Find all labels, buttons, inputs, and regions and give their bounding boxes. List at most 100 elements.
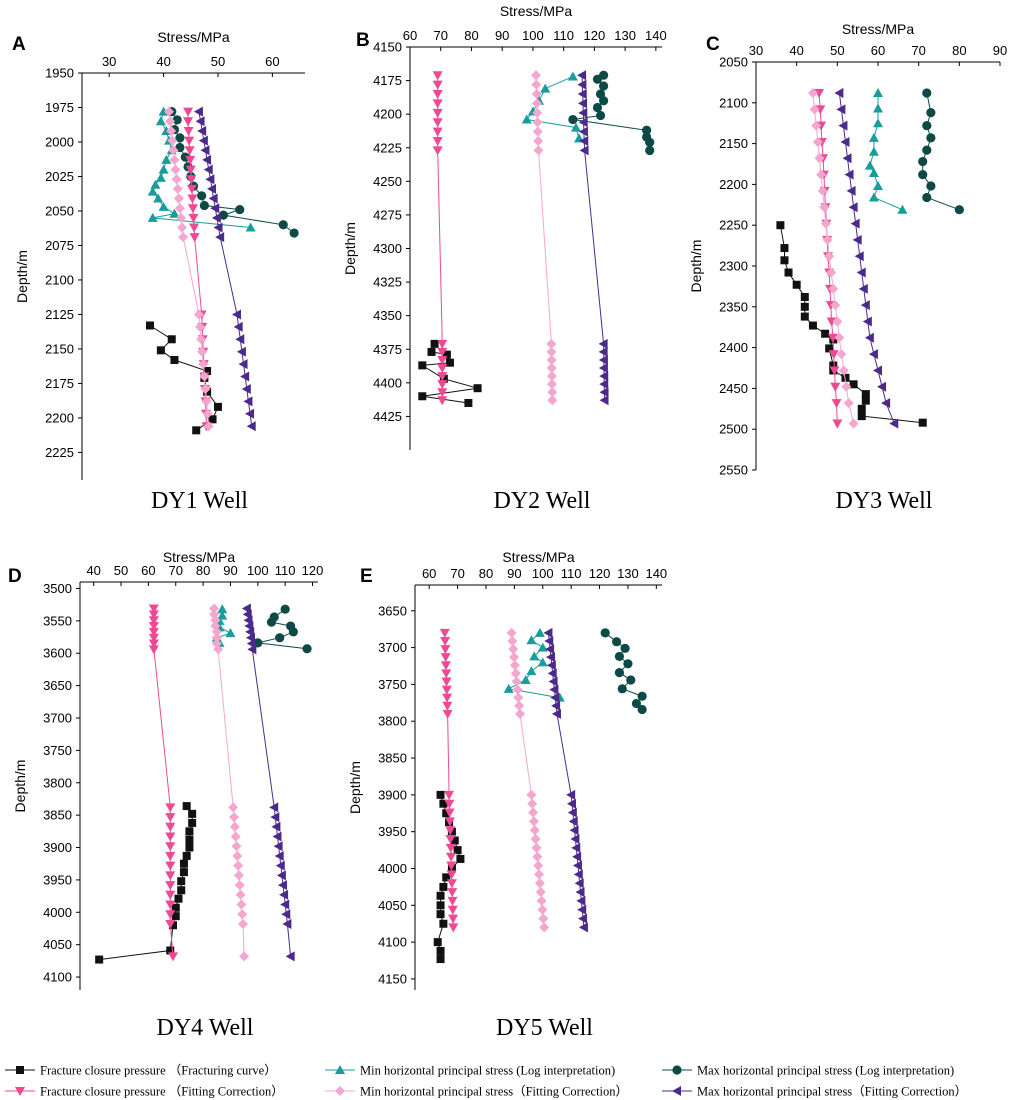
data-point [245, 222, 256, 232]
data-point [218, 210, 229, 220]
data-point [161, 154, 172, 164]
data-point [213, 222, 223, 233]
data-point [537, 642, 548, 652]
data-point [178, 232, 189, 243]
data-point [537, 657, 548, 667]
data-point [236, 899, 247, 910]
data-point [838, 120, 848, 131]
data-point [211, 632, 222, 643]
data-point [237, 909, 248, 920]
data-point [824, 251, 835, 262]
data-point [182, 802, 191, 811]
series-fcp_fit [148, 604, 179, 962]
y-tick-label: 2050 [45, 203, 74, 218]
data-point [926, 107, 936, 118]
data-point [551, 708, 561, 719]
x-tick-label: 80 [952, 43, 966, 58]
data-point [464, 398, 473, 407]
y-tick-label: 4000 [43, 905, 72, 920]
data-point [199, 200, 209, 211]
data-point [567, 71, 578, 81]
data-point [868, 349, 878, 360]
x-tick-label: 60 [422, 566, 436, 581]
data-point [280, 899, 290, 910]
y-tick-label: 2100 [45, 272, 74, 287]
data-point [856, 267, 866, 278]
data-point [816, 169, 827, 180]
data-point [576, 895, 586, 906]
x-tick-label: 130 [614, 28, 636, 43]
data-point [614, 668, 625, 678]
data-point [441, 669, 452, 679]
data-point [246, 421, 256, 432]
x-tick-label: 70 [433, 28, 447, 43]
data-point [185, 165, 196, 175]
data-point [165, 842, 176, 852]
data-point [836, 104, 846, 115]
well-title: DY5 Well [496, 1015, 593, 1041]
data-point [511, 676, 522, 687]
y-tick-label: 2400 [719, 340, 748, 355]
data-point [546, 371, 557, 382]
data-point [433, 938, 442, 947]
data-point [645, 145, 655, 156]
data-point [800, 302, 809, 311]
data-point [148, 604, 159, 614]
data-point [507, 635, 518, 646]
data-point [247, 644, 257, 655]
data-point [148, 622, 159, 632]
data-point [169, 921, 178, 930]
y-tick-label: 3600 [43, 646, 72, 661]
data-point [203, 421, 214, 432]
data-point [926, 181, 936, 191]
data-point [453, 846, 462, 855]
series-fcp_curve [433, 790, 465, 964]
data-point [642, 125, 652, 135]
data-point [156, 346, 165, 355]
series-shmax_fit [543, 627, 588, 933]
data-point [197, 125, 207, 136]
x-tick-label: 120 [302, 563, 324, 578]
y-tick-label: 3800 [43, 775, 72, 790]
data-point [187, 194, 198, 204]
y-tick-label: 3800 [378, 714, 407, 729]
data-point [534, 869, 545, 880]
data-point [269, 802, 279, 813]
series-fcp_curve [418, 339, 482, 407]
data-point [232, 850, 243, 861]
x-tick-label: 80 [464, 28, 478, 43]
data-point [195, 321, 206, 332]
y-tick-label: 2175 [45, 376, 74, 391]
data-point [170, 164, 181, 175]
data-point [164, 106, 175, 117]
legend-label: Max horizontal principal stress（Fitting … [697, 1085, 967, 1099]
y-tick-label: 4300 [373, 241, 402, 256]
x-tick-label: 70 [169, 563, 183, 578]
y-tick-label: 4375 [373, 342, 402, 357]
data-point [275, 860, 285, 871]
y-tick-label: 4000 [378, 861, 407, 876]
series-line [869, 93, 903, 211]
data-point [445, 843, 456, 853]
y-tick-label: 3950 [43, 872, 72, 887]
data-point [243, 396, 253, 407]
data-point [868, 167, 879, 177]
x-tick-label: 60 [265, 54, 279, 69]
y-tick-label: 3550 [43, 613, 72, 628]
data-point [598, 354, 608, 365]
x-tick-label: 40 [86, 563, 100, 578]
data-point [626, 675, 636, 685]
data-point [211, 626, 222, 637]
data-point [185, 835, 194, 844]
data-point [776, 221, 785, 230]
data-point [578, 107, 588, 118]
x-tick-label: 50 [114, 563, 128, 578]
well-title: DY4 Well [157, 1015, 254, 1041]
legend-label: Fracture closure pressure （Fracturing cu… [40, 1064, 277, 1078]
data-point [148, 627, 159, 637]
y-tick-label: 2550 [719, 463, 748, 478]
data-point [166, 946, 175, 955]
data-point [577, 89, 587, 100]
data-point [922, 121, 932, 131]
data-point [175, 212, 186, 223]
